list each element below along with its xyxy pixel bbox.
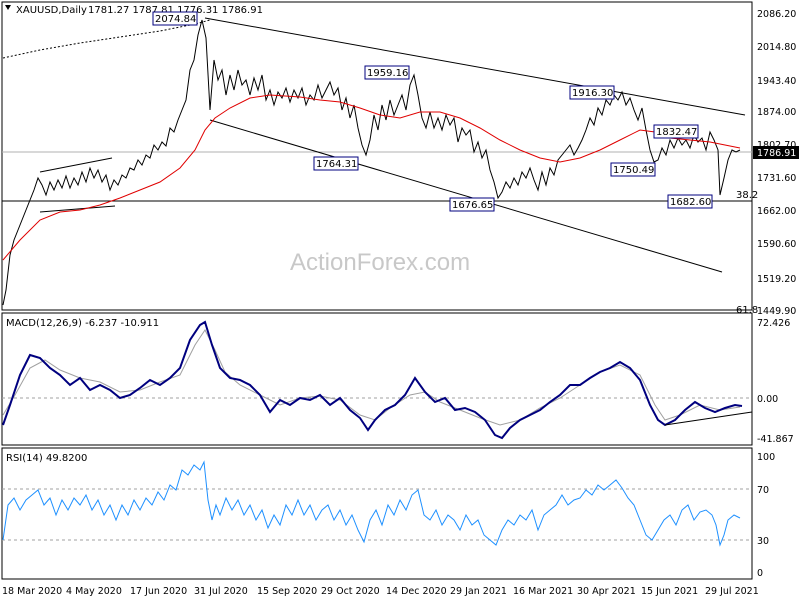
x-tick: 16 Mar 2021 [513, 586, 573, 597]
tag-1750: 1750.49 [613, 165, 654, 176]
tag-box [313, 156, 359, 171]
triangle-top [39, 157, 113, 173]
tag-box [610, 162, 656, 177]
x-tick: 31 Jul 2020 [194, 586, 248, 597]
tag-1682: 1682.60 [670, 197, 711, 208]
tag-box [653, 124, 699, 139]
last-price-label: 1786.91 [757, 148, 796, 159]
y-tick: 1590.60 [757, 239, 796, 250]
collapse-triangle-icon [5, 5, 11, 10]
x-tick: 18 Mar 2020 [2, 586, 62, 597]
y-tick: 1449.90 [757, 306, 796, 317]
rsi-label: RSI(14) 49.8200 [6, 453, 87, 464]
tag-1959: 1959.16 [367, 68, 408, 79]
macd-y-tick: 0.00 [757, 394, 778, 405]
x-tick: 29 Jul 2021 [705, 586, 759, 597]
tag-1832: 1832.47 [656, 127, 697, 138]
y-tick: 2014.80 [757, 42, 796, 53]
x-tick: 29 Jan 2021 [450, 586, 507, 597]
price-y-axis: 2086.20 2014.80 1943.40 1874.00 1802.70 … [753, 9, 799, 317]
macd-series [2, 320, 743, 440]
rsi-y-tick: 100 [757, 452, 775, 463]
price-annotations: 2074.84 1959.16 1764.31 1676.65 1916.30 … [152, 11, 713, 212]
tag-box [152, 11, 198, 26]
macd-y-tick: 72.426 [757, 318, 790, 329]
tag-box [569, 85, 615, 100]
channel-lower [209, 119, 723, 273]
tag-1916: 1916.30 [572, 88, 613, 99]
channel-upper [204, 17, 746, 116]
price-panel [1, 1, 753, 311]
y-tick: 1943.40 [757, 76, 796, 87]
price-header: XAUUSD,Daily 1781.27 1787.81 1776.31 178… [5, 5, 263, 16]
rsi-panel [1, 447, 753, 580]
triangle-bottom [39, 205, 116, 213]
y-tick: 1662.00 [757, 206, 796, 217]
x-tick: 14 Dec 2020 [386, 586, 447, 597]
tag-1676: 1676.65 [452, 200, 493, 211]
fib-61-label: 61.8 [736, 305, 758, 316]
tag-box [667, 194, 713, 209]
dotted-long-ma [2, 19, 211, 59]
symbol-label: XAUUSD,Daily [16, 5, 87, 16]
y-tick: 1731.60 [757, 173, 796, 184]
macd-label: MACD(12,26,9) -6.237 -10.911 [6, 318, 159, 329]
tag-box [449, 197, 495, 212]
x-tick: 30 Apr 2021 [577, 586, 636, 597]
tag-1764: 1764.31 [316, 159, 357, 170]
y-tick: 1874.00 [757, 107, 796, 118]
last-price-box [753, 146, 799, 159]
tag-box [364, 65, 410, 80]
macd-panel [1, 312, 753, 446]
x-axis: 18 Mar 2020 4 May 2020 17 Jun 2020 31 Ju… [2, 586, 759, 597]
x-tick: 29 Oct 2020 [321, 586, 380, 597]
fib-38-label: 38.2 [736, 190, 758, 201]
rsi-y-tick: 30 [757, 536, 769, 547]
macd-y-tick: -41.867 [757, 434, 794, 445]
y-tick: 1519.20 [757, 274, 796, 285]
y-tick: 2086.20 [757, 9, 796, 20]
x-tick: 15 Jun 2021 [641, 586, 698, 597]
x-tick: 17 Jun 2020 [130, 586, 187, 597]
rsi-y-tick: 70 [757, 485, 769, 496]
price-series [2, 19, 741, 306]
x-tick: 4 May 2020 [66, 586, 122, 597]
tag-2074: 2074.84 [155, 14, 196, 25]
macd-trendline [664, 411, 753, 426]
rsi-series [2, 460, 741, 547]
macd-signal-series [2, 329, 741, 426]
rsi-y-tick: 0 [757, 568, 763, 579]
x-tick: 15 Sep 2020 [257, 586, 317, 597]
ma-series [2, 94, 741, 261]
y-tick: 1802.70 [757, 140, 796, 151]
watermark: ActionForex.com [290, 249, 470, 276]
ohlc-readout: 1781.27 1787.81 1776.31 1786.91 [88, 5, 263, 16]
